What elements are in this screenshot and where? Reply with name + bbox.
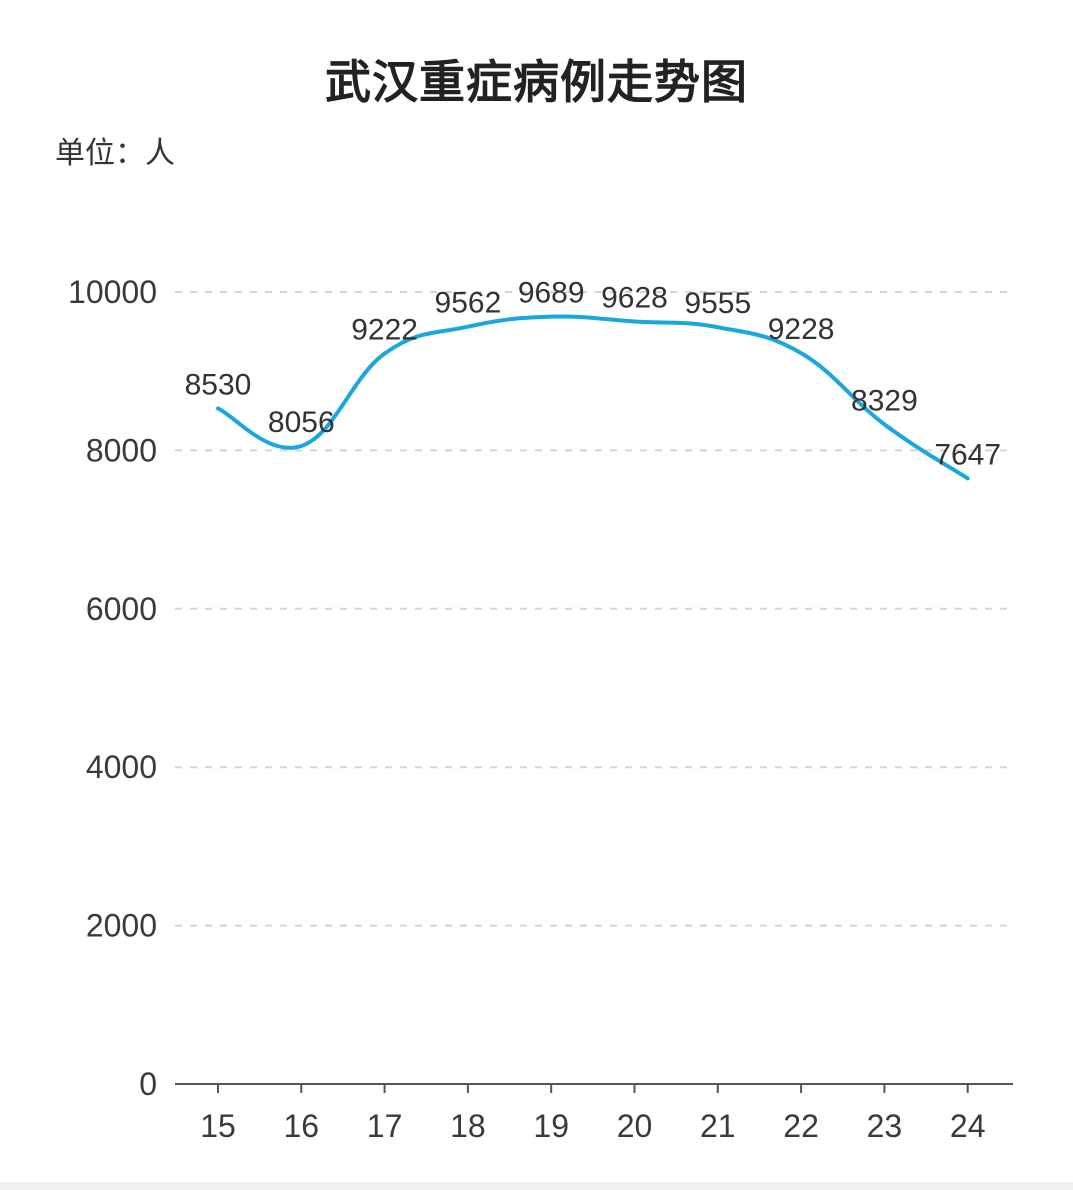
x-tick-label: 21 bbox=[700, 1108, 736, 1144]
x-tick-label: 16 bbox=[284, 1108, 320, 1144]
x-tick-label: 24 bbox=[950, 1108, 986, 1144]
data-label: 7647 bbox=[934, 438, 1001, 471]
data-label: 9222 bbox=[351, 314, 418, 347]
y-tick-label: 6000 bbox=[86, 591, 157, 627]
x-tick-label: 18 bbox=[450, 1108, 486, 1144]
x-tick-label: 20 bbox=[617, 1108, 653, 1144]
series-line bbox=[216, 314, 970, 481]
x-axis-ticks: 15 16 17 18 19 20 21 22 23 24 bbox=[200, 1084, 985, 1144]
grid-lines bbox=[175, 291, 1013, 927]
data-labels: 8530 8056 9222 9562 9689 9628 9555 9228 8329 7647 bbox=[185, 277, 1001, 472]
data-label: 9562 bbox=[435, 287, 502, 320]
unit-label: 单位：人 bbox=[55, 136, 175, 171]
data-label: 8530 bbox=[185, 368, 252, 401]
y-axis-ticks: 0 2000 4000 6000 8000 10000 bbox=[68, 274, 157, 1102]
data-label: 9228 bbox=[768, 313, 835, 346]
y-tick-label: 10000 bbox=[68, 274, 157, 310]
x-tick-label: 23 bbox=[867, 1108, 903, 1144]
y-tick-label: 0 bbox=[139, 1066, 157, 1102]
data-label: 9628 bbox=[601, 281, 668, 314]
series-line-group bbox=[216, 314, 970, 481]
x-tick-label: 17 bbox=[367, 1108, 403, 1144]
y-tick-label: 4000 bbox=[86, 749, 157, 785]
data-label: 8056 bbox=[268, 406, 335, 439]
y-tick-label: 8000 bbox=[86, 432, 157, 468]
y-tick-label: 2000 bbox=[86, 908, 157, 944]
data-label: 9689 bbox=[518, 277, 585, 310]
data-label: 8329 bbox=[851, 384, 918, 417]
x-tick-label: 15 bbox=[200, 1108, 236, 1144]
chart-title: 武汉重症病例走势图 bbox=[325, 55, 748, 109]
x-tick-label: 22 bbox=[783, 1108, 819, 1144]
data-label: 9555 bbox=[684, 287, 751, 320]
x-tick-label: 19 bbox=[533, 1108, 569, 1144]
